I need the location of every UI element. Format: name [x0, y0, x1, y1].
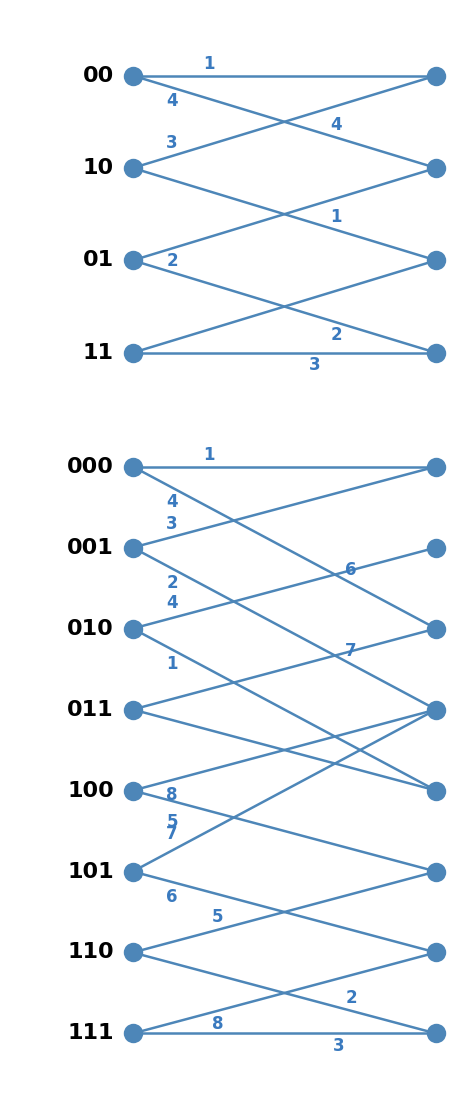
Text: 101: 101 — [67, 861, 114, 881]
Text: 3: 3 — [166, 515, 178, 533]
Text: 1: 1 — [203, 55, 214, 72]
Text: 110: 110 — [67, 942, 114, 963]
Text: 3: 3 — [333, 1037, 345, 1056]
Text: 3: 3 — [309, 355, 320, 374]
Text: 2: 2 — [330, 326, 342, 344]
Text: 01: 01 — [82, 250, 114, 270]
Text: 6: 6 — [166, 888, 178, 906]
Text: 2: 2 — [166, 574, 178, 592]
Text: 111: 111 — [67, 1023, 114, 1044]
Text: 100: 100 — [67, 780, 114, 800]
Text: 1: 1 — [166, 655, 178, 673]
Text: 3: 3 — [166, 134, 178, 152]
Text: 4: 4 — [166, 92, 178, 109]
Text: 2: 2 — [346, 989, 357, 1007]
Text: 00: 00 — [82, 66, 114, 85]
Text: 8: 8 — [166, 786, 178, 803]
Text: 2: 2 — [166, 252, 178, 270]
Text: 4: 4 — [166, 493, 178, 512]
Text: 010: 010 — [67, 619, 114, 638]
Text: 000: 000 — [67, 457, 114, 477]
Text: 11: 11 — [83, 343, 114, 363]
Text: 5: 5 — [212, 908, 223, 926]
Text: 7: 7 — [346, 643, 357, 660]
Text: 011: 011 — [67, 700, 114, 719]
Text: 1: 1 — [330, 208, 342, 226]
Text: 1: 1 — [203, 446, 214, 465]
Text: 7: 7 — [166, 825, 178, 843]
Text: 6: 6 — [346, 561, 357, 579]
Text: 5: 5 — [166, 813, 178, 831]
Text: 4: 4 — [330, 116, 342, 133]
Text: 001: 001 — [67, 538, 114, 557]
Text: 10: 10 — [82, 158, 114, 178]
Text: 8: 8 — [212, 1014, 223, 1033]
Text: 4: 4 — [166, 595, 178, 612]
